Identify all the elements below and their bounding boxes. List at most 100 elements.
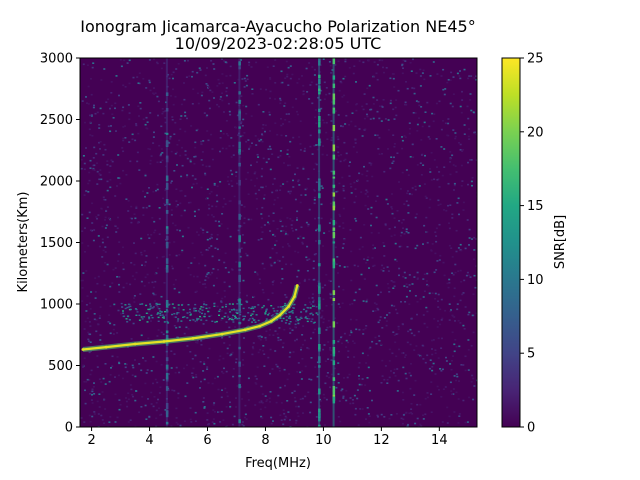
echo-cell <box>182 316 184 318</box>
noise-cell <box>189 160 192 163</box>
noise-cell <box>404 301 407 303</box>
noise-cell <box>196 339 199 342</box>
noise-cell <box>200 344 203 346</box>
echo-cell <box>139 303 142 305</box>
noise-cell <box>298 282 301 284</box>
noise-cell <box>250 115 253 117</box>
noise-cell <box>426 241 429 244</box>
noise-cell <box>412 58 414 61</box>
noise-cell <box>337 303 340 305</box>
noise-cell <box>83 357 86 359</box>
noise-cell <box>437 204 440 206</box>
noise-cell <box>209 237 211 240</box>
noise-cell <box>434 298 437 300</box>
y-tick-label: 1000 <box>40 298 73 313</box>
noise-cell <box>419 403 422 406</box>
noise-cell <box>152 190 155 193</box>
noise-cell <box>354 407 357 410</box>
noise-cell <box>431 292 434 294</box>
noise-cell <box>81 213 84 216</box>
noise-cell <box>390 414 393 416</box>
noise-cell <box>163 255 165 258</box>
noise-cell <box>454 320 456 322</box>
noise-cell <box>228 110 231 113</box>
noise-cell <box>191 242 194 245</box>
noise-cell <box>376 78 379 81</box>
noise-cell <box>421 125 424 128</box>
noise-cell <box>221 73 224 75</box>
noise-cell <box>172 283 175 286</box>
x-axis: 2 4 6 8 10 12 14 <box>87 427 448 448</box>
noise-cell <box>375 343 378 345</box>
noise-cell <box>344 60 347 63</box>
noise-cell <box>365 300 368 303</box>
noise-cell <box>289 192 292 195</box>
noise-cell <box>285 417 288 419</box>
noise-cell <box>405 230 408 233</box>
noise-cell <box>202 229 205 231</box>
noise-cell <box>243 205 246 208</box>
noise-cell <box>227 134 230 137</box>
echo-cell <box>195 317 198 320</box>
noise-cell <box>408 284 411 286</box>
noise-cell <box>358 383 361 386</box>
noise-cell <box>138 72 141 74</box>
noise-cell <box>308 62 311 64</box>
noise-cell <box>345 339 348 342</box>
noise-cell <box>180 175 183 178</box>
echo-cell <box>240 303 243 306</box>
noise-cell <box>275 189 278 192</box>
noise-cell <box>220 396 223 399</box>
noise-cell <box>114 224 117 227</box>
noise-cell <box>139 107 142 110</box>
noise-cell <box>254 192 257 195</box>
noise-cell <box>185 326 188 329</box>
echo-cell <box>171 303 174 305</box>
noise-cell <box>416 130 419 132</box>
noise-cell <box>434 231 437 233</box>
noise-cell <box>406 192 409 195</box>
noise-cell <box>449 151 452 153</box>
noise-cell <box>101 342 104 345</box>
noise-cell <box>373 61 376 63</box>
noise-cell <box>368 162 371 164</box>
noise-cell <box>281 346 284 349</box>
noise-cell <box>98 178 101 181</box>
noise-cell <box>435 138 438 140</box>
noise-cell <box>334 317 337 319</box>
noise-cell <box>92 386 95 388</box>
noise-cell <box>216 305 219 308</box>
noise-cell <box>186 117 188 120</box>
noise-cell <box>470 75 473 77</box>
noise-cell <box>110 367 112 369</box>
noise-cell <box>208 165 211 168</box>
noise-cell <box>419 85 422 87</box>
noise-cell <box>251 346 254 348</box>
interference-speck <box>318 263 321 267</box>
noise-cell <box>472 293 475 295</box>
noise-cell <box>433 318 436 320</box>
noise-cell <box>82 364 85 367</box>
noise-cell <box>100 178 103 181</box>
noise-cell <box>457 247 460 249</box>
echo-cell <box>290 311 293 313</box>
echo-cell <box>159 310 162 312</box>
noise-cell <box>304 395 307 398</box>
noise-cell <box>191 103 194 105</box>
noise-cell <box>276 228 279 230</box>
noise-cell <box>138 82 141 85</box>
noise-cell <box>133 301 136 303</box>
noise-cell <box>274 82 277 84</box>
noise-cell <box>164 117 167 119</box>
noise-cell <box>376 195 379 197</box>
noise-cell <box>153 87 155 89</box>
noise-cell <box>174 371 177 374</box>
noise-cell <box>339 420 342 423</box>
noise-cell <box>205 83 208 85</box>
noise-cell <box>191 186 193 189</box>
noise-cell <box>243 77 246 80</box>
noise-cell <box>328 230 331 233</box>
noise-cell <box>303 280 306 282</box>
interference-speck <box>332 390 336 396</box>
noise-cell <box>263 267 266 270</box>
